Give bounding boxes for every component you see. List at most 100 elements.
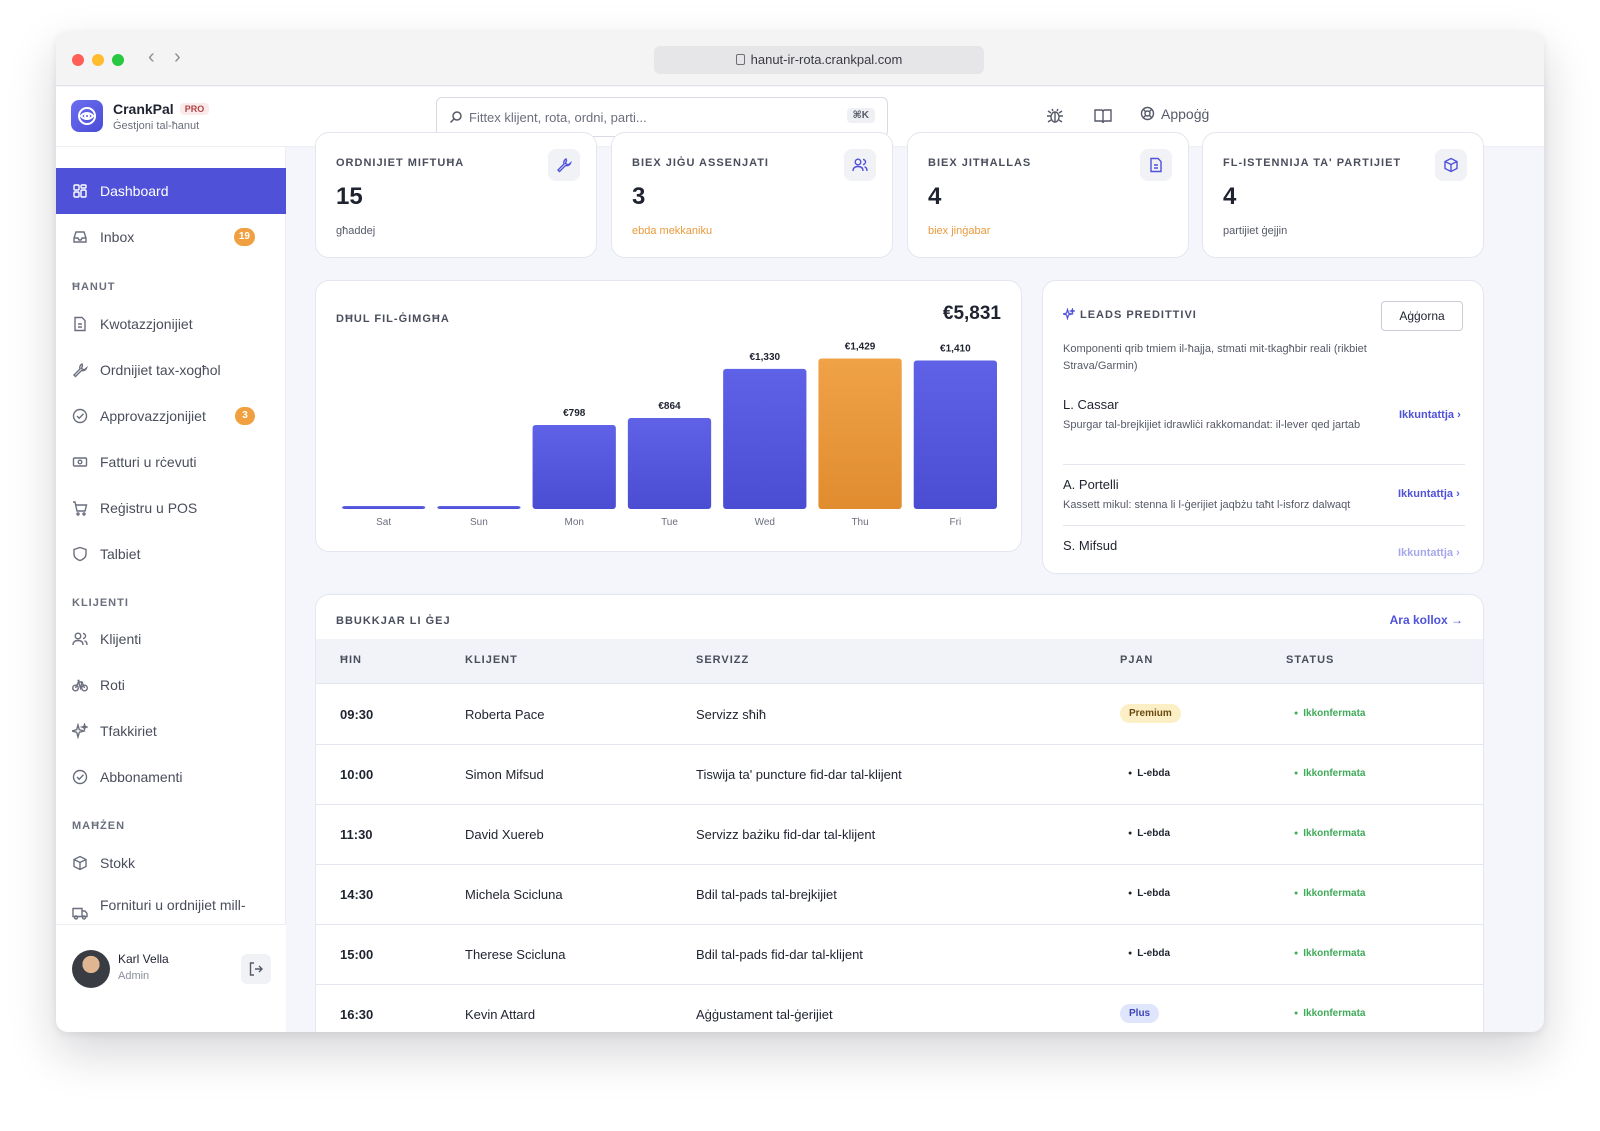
help-button[interactable]: Appoġġ (1140, 106, 1209, 122)
stat-icon-badge (1435, 149, 1467, 181)
bookings-title: BBUKKJAR LI ĠEJ (336, 615, 451, 627)
column-header-plan[interactable]: PJAN (1120, 654, 1154, 666)
stat-card-to-pay[interactable]: BIEX JITĦALLAS 4 biex jinġabar (907, 132, 1189, 258)
cell-time: 09:30 (340, 707, 374, 722)
search-shortcut: ⌘K (846, 108, 875, 123)
stat-subtext: ebda mekkaniku (632, 225, 713, 237)
stat-card-to-assign[interactable]: BIEX JIĠU ASSENJATI 3 ebda mekkaniku (611, 132, 893, 258)
bar-sun[interactable] (437, 506, 521, 509)
inbox-icon (73, 231, 87, 243)
lead-name: L. Cassar (1063, 397, 1119, 412)
sidebar-item-label: Roti (100, 677, 125, 693)
browser-toolbar: ‹ › hanut-ir-rota.crankpal.com (56, 32, 1544, 86)
minimize-window-button[interactable] (92, 54, 104, 66)
sidebar-item-invoices[interactable]: Fatturi u rċevuti (56, 439, 286, 485)
plan-badge: L-ebda (1128, 948, 1170, 959)
divider (1063, 525, 1465, 526)
bar-sat[interactable] (342, 506, 426, 509)
bar-thu[interactable] (818, 358, 902, 509)
bar-wed[interactable] (723, 368, 807, 509)
cell-client: Roberta Pace (465, 707, 545, 722)
logout-button[interactable] (241, 954, 271, 984)
stat-label: BIEX JITĦALLAS (928, 157, 1032, 169)
forward-arrow-icon[interactable]: › (174, 46, 181, 68)
stat-label: FL-ISTENNIJA TA' PARTIJIET (1223, 157, 1402, 169)
status-badge: Ikkonfermata (1294, 948, 1365, 959)
cell-client: Therese Scicluna (465, 947, 566, 962)
bar-mon[interactable] (532, 424, 616, 509)
bar-value-label: €1,410 (940, 343, 971, 354)
back-arrow-icon[interactable]: ‹ (148, 46, 155, 68)
see-all-link[interactable]: Ara kollox → (1389, 613, 1463, 627)
url-text: hanut-ir-rota.crankpal.com (750, 52, 903, 67)
brand-name: CrankPal PRO (113, 101, 210, 117)
cell-service: Aġġustament tal-ġerijiet (696, 1007, 833, 1022)
column-header-service[interactable]: SERVIZZ (696, 654, 750, 666)
sidebar-item-subscriptions[interactable]: Abbonamenti (56, 754, 286, 800)
sidebar-item-bikes[interactable]: Roti (56, 662, 286, 708)
sidebar-item-pos[interactable]: Reġistru u POS (56, 485, 286, 531)
crankpal-logo[interactable] (71, 100, 103, 132)
contact-link[interactable]: Ikkuntattja › (1399, 409, 1461, 421)
table-row[interactable]: 11:30 David Xuereb Servizz bażiku fid-dar … (316, 805, 1483, 865)
bar-fri[interactable] (913, 360, 997, 509)
avatar[interactable] (72, 950, 110, 988)
column-header-time[interactable]: ĦIN (340, 654, 362, 666)
bar-value-label: €798 (563, 408, 586, 419)
column-header-status[interactable]: STATUS (1286, 654, 1335, 666)
contact-link[interactable]: Ikkuntattja › (1398, 488, 1460, 500)
search-icon (449, 111, 462, 124)
bar-value-label: €864 (658, 401, 681, 412)
sparkle-icon (72, 723, 88, 739)
divider (1063, 464, 1465, 465)
table-row[interactable]: 16:30 Kevin Attard Aġġustament tal-ġerijie… (316, 985, 1483, 1032)
sidebar-item-stock[interactable]: Stokk (56, 840, 286, 886)
revenue-total: €5,831 (942, 303, 1001, 324)
bug-icon[interactable] (1046, 107, 1064, 125)
sidebar-item-label: Fatturi u rċevuti (100, 454, 197, 470)
maximize-window-button[interactable] (112, 54, 124, 66)
cell-time: 14:30 (340, 887, 374, 902)
table-row[interactable]: 14:30 Michela Scicluna Bdil tal-pads tal-b… (316, 865, 1483, 925)
sidebar-item-suppliers[interactable]: Fornituri u ordnijiet mill- (56, 886, 286, 932)
user-role: Admin (118, 970, 150, 982)
table-row[interactable]: 09:30 Roberta Pace Servizz sħiħ Premium Ikko… (316, 685, 1483, 745)
sidebar-item-reminders[interactable]: Tfakkiriet (56, 708, 286, 754)
status-badge: Ikkonfermata (1294, 768, 1365, 779)
close-window-button[interactable] (72, 54, 84, 66)
stat-label: ORDNIJIET MIFTUĦA (336, 157, 465, 169)
revenue-title: DĦUL FIL-ĠIMGĦA (336, 313, 450, 325)
refresh-button[interactable]: Aġġorna (1381, 301, 1463, 331)
book-icon[interactable] (1094, 107, 1112, 125)
sidebar-item-clients[interactable]: Klijenti (56, 616, 286, 662)
bar-tue[interactable] (627, 417, 712, 509)
wrench-icon (557, 158, 572, 173)
revenue-bar-chart: Sat Sun €798 Mon €864 Tue €1,330 Wed €1,429 Thu €1… (342, 341, 997, 528)
table-row[interactable]: 15:00 Therese Scicluna Bdil tal-pads fid-d… (316, 925, 1483, 985)
sidebar-item-inbox[interactable]: Inbox 19 (56, 214, 286, 260)
table-row[interactable]: 10:00 Simon Mifsud Tiswija ta' puncture fi… (316, 745, 1483, 805)
lead-note: Kassett mikul: stenna li l-ġerijiet jaqb… (1063, 499, 1351, 511)
bar-value-label: €1,429 (845, 341, 876, 352)
sidebar-item-label: Kwotazzjonijiet (100, 316, 193, 332)
search-input[interactable] (469, 107, 839, 127)
users-icon (72, 632, 88, 646)
sidebar-item-quotes[interactable]: Kwotazzjonijiet (56, 301, 286, 347)
truck-icon (72, 907, 88, 920)
sidebar-item-dashboard[interactable]: Dashboard (56, 168, 286, 214)
search-box[interactable]: ⌘K (436, 97, 888, 137)
sidebar: Dashboard Inbox 19 ĦANUT Kwotazzjonijiet… (56, 147, 286, 1032)
sidebar-item-work-orders[interactable]: Ordnijiet tax-xogħol (56, 347, 286, 393)
sidebar-item-label: Tfakkiriet (100, 723, 157, 739)
sidebar-item-claims[interactable]: Talbiet (56, 531, 286, 577)
address-bar[interactable]: hanut-ir-rota.crankpal.com (654, 46, 984, 74)
sidebar-item-label: Abbonamenti (100, 769, 183, 785)
column-header-client[interactable]: KLIJENT (465, 654, 518, 666)
stat-card-open-orders[interactable]: ORDNIJIET MIFTUĦA 15 għaddej (315, 132, 597, 258)
sidebar-item-approvals[interactable]: Approvazzjonijiet 3 (56, 393, 286, 439)
stat-card-awaiting-parts[interactable]: FL-ISTENNIJA TA' PARTIJIET 4 partijiet ġ… (1202, 132, 1484, 258)
cell-time: 15:00 (340, 947, 374, 962)
x-axis-label: Sat (376, 517, 391, 528)
contact-link[interactable]: Ikkuntattja › (1398, 547, 1460, 559)
